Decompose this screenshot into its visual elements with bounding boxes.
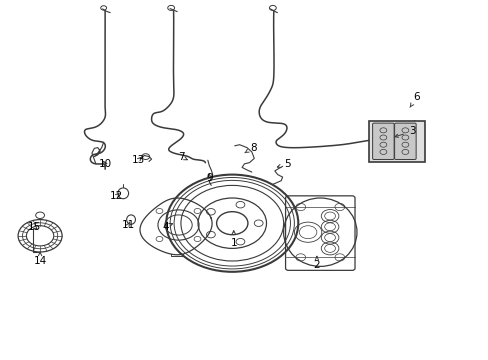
Text: 7: 7 (177, 152, 187, 162)
FancyBboxPatch shape (394, 123, 415, 159)
Text: 2: 2 (313, 256, 320, 270)
Text: 5: 5 (277, 159, 290, 169)
Ellipse shape (126, 215, 135, 224)
Text: 15: 15 (27, 222, 41, 232)
Text: 1: 1 (230, 231, 237, 248)
FancyBboxPatch shape (372, 123, 393, 159)
Text: 9: 9 (205, 173, 212, 183)
Text: 14: 14 (33, 252, 47, 266)
Text: 6: 6 (409, 92, 419, 107)
Bar (368, 121, 425, 162)
Text: 8: 8 (244, 143, 256, 153)
Text: 11: 11 (121, 220, 135, 230)
Text: 13: 13 (131, 155, 145, 165)
Ellipse shape (118, 188, 128, 199)
Text: 10: 10 (99, 159, 111, 169)
Text: 12: 12 (109, 191, 123, 201)
Text: 3: 3 (394, 126, 415, 138)
Text: 4: 4 (162, 222, 172, 232)
